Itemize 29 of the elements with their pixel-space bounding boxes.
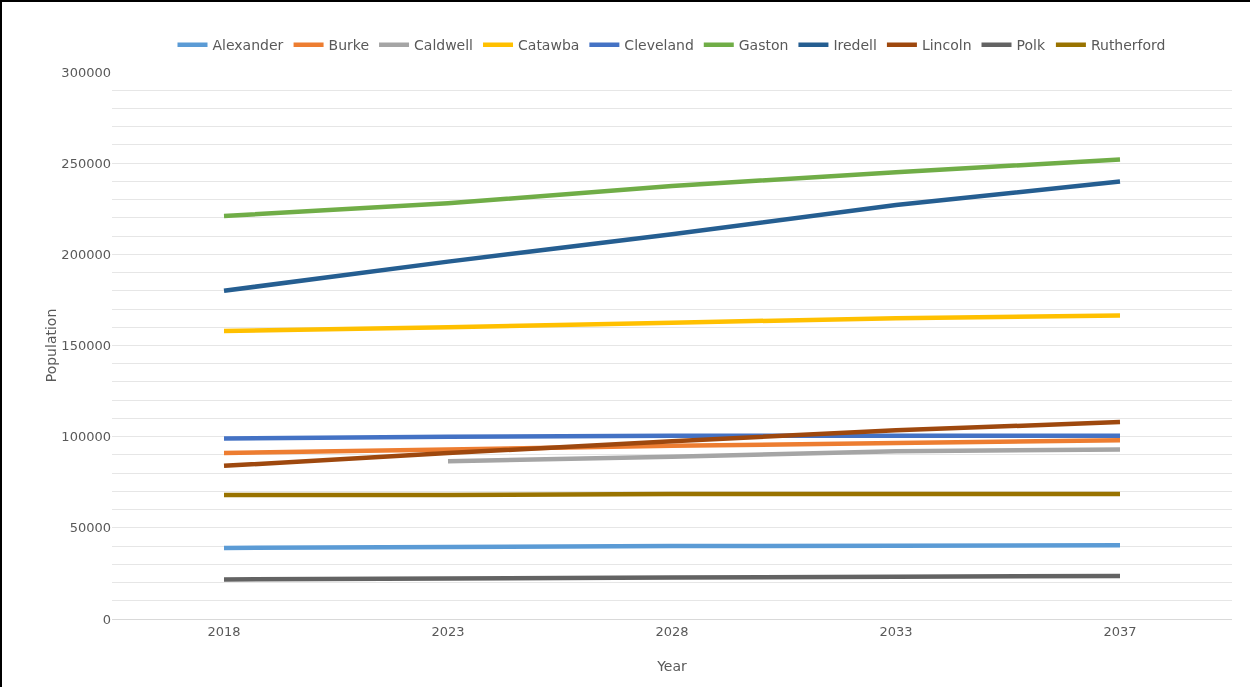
y-axis-title: Population bbox=[43, 308, 60, 383]
y-tick-label: 200000 bbox=[61, 246, 111, 262]
x-tick-label: 2018 bbox=[207, 623, 241, 639]
y-tick-label: 100000 bbox=[61, 429, 111, 445]
y-tick-label: 300000 bbox=[61, 64, 111, 80]
legend-label: Iredell bbox=[833, 37, 877, 54]
x-tick-label: 2023 bbox=[431, 623, 465, 639]
line-series bbox=[221, 313, 1123, 334]
legend-label: Cleveland bbox=[624, 37, 694, 54]
line-series bbox=[445, 447, 1123, 464]
legend-label: Lincoln bbox=[921, 37, 972, 54]
line-series bbox=[221, 179, 1123, 294]
legend-label: Alexander bbox=[212, 37, 284, 54]
y-tick-label: 150000 bbox=[61, 338, 111, 354]
legend-label: Gaston bbox=[738, 37, 789, 54]
legend-label: Rutherford bbox=[1090, 37, 1166, 54]
legend-label: Catawba bbox=[518, 37, 580, 54]
x-tick-label: 2028 bbox=[655, 623, 689, 639]
legend-label: Caldwell bbox=[414, 37, 474, 54]
line-series bbox=[221, 419, 1123, 469]
legend-label: Polk bbox=[1016, 37, 1046, 54]
line-series bbox=[221, 157, 1123, 219]
legend-label: Burke bbox=[328, 37, 370, 54]
y-tick-label: 50000 bbox=[69, 520, 111, 536]
x-tick-label: 2033 bbox=[879, 623, 913, 639]
y-tick-label: 250000 bbox=[61, 155, 111, 171]
x-tick-label: 2037 bbox=[1103, 623, 1137, 639]
y-tick-label: 0 bbox=[102, 611, 111, 627]
x-axis-title: Year bbox=[656, 658, 688, 674]
